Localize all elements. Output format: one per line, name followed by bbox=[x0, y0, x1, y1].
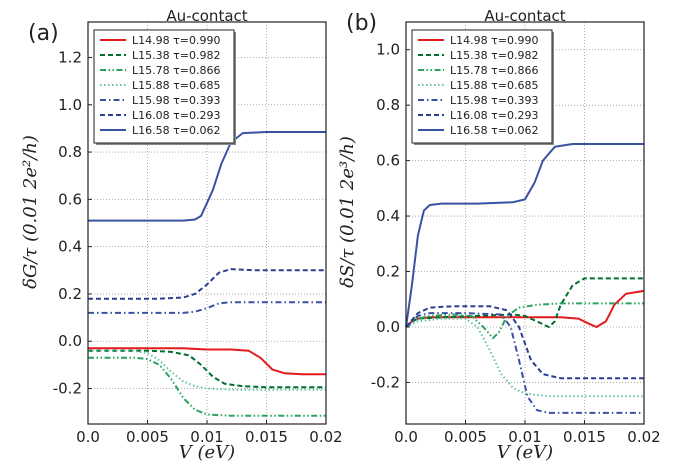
legend-entry-5: L16.08 τ=0.293 bbox=[450, 109, 538, 122]
x-tick-label: 0.005 bbox=[126, 428, 169, 446]
panel-a-series bbox=[88, 131, 326, 417]
panel-a-label: (a) bbox=[28, 21, 59, 46]
panel-a-title: Au-contact bbox=[166, 7, 247, 25]
legend-entry-4: L15.98 τ=0.393 bbox=[132, 94, 220, 107]
legend-box bbox=[411, 29, 553, 144]
panel-b-legend: L14.98 τ=0.990 L15.38 τ=0.982 L15.78 τ=0.8… bbox=[411, 29, 554, 145]
panel-b-label: (b) bbox=[346, 11, 377, 36]
panel-a-ylabel: δG/τ (0.01 2e²/h) bbox=[20, 135, 41, 289]
panel-b-ticks: 0.0 0.005 0.01 0.015 0.02 -0.2 0.0 0.2 0.4 0.6 0.8… bbox=[371, 41, 661, 446]
y-tick-label: 0.0 bbox=[58, 332, 82, 350]
series-line-6 bbox=[405, 143, 644, 328]
series-line-4 bbox=[405, 312, 644, 414]
legend-entry-6: L16.58 τ=0.062 bbox=[132, 124, 220, 137]
series-line-6 bbox=[88, 131, 326, 222]
y-tick-label: 0.6 bbox=[58, 190, 82, 208]
legend-entry-3: L15.88 τ=0.685 bbox=[132, 79, 220, 92]
x-tick-label: 0.01 bbox=[190, 428, 223, 446]
legend-box bbox=[93, 29, 235, 144]
x-tick-label: 0.02 bbox=[627, 428, 660, 446]
y-tick-label: 0.2 bbox=[376, 263, 400, 281]
legend-entry-0: L14.98 τ=0.990 bbox=[450, 34, 538, 47]
y-tick-label: 0.8 bbox=[58, 143, 82, 161]
y-tick-label: 0.2 bbox=[58, 285, 82, 303]
y-tick-label: 0.8 bbox=[376, 96, 400, 114]
series-line-2 bbox=[88, 356, 326, 417]
legend-entry-2: L15.78 τ=0.866 bbox=[450, 64, 538, 77]
x-tick-label: 0.015 bbox=[245, 428, 288, 446]
series-line-3 bbox=[405, 317, 644, 398]
panel-b-ylabel: δS/τ (0.01 2e³/h) bbox=[337, 136, 358, 288]
series-line-3 bbox=[88, 349, 326, 391]
legend-entry-1: L15.38 τ=0.982 bbox=[450, 49, 538, 62]
series-line-0 bbox=[405, 289, 645, 328]
y-tick-label: 0.4 bbox=[376, 207, 400, 225]
x-tick-label: 0.015 bbox=[563, 428, 606, 446]
legend-entry-1: L15.38 τ=0.982 bbox=[132, 49, 220, 62]
panel-a-ticks: 0.0 0.005 0.01 0.015 0.02 -0.2 0.0 0.2 0.4 0.6 0.8… bbox=[53, 48, 343, 446]
y-tick-label: 1.0 bbox=[376, 41, 400, 59]
y-tick-label: 0.0 bbox=[376, 318, 400, 336]
panel-b-xlabel: V (eV) bbox=[497, 442, 553, 463]
y-tick-label: 0.4 bbox=[58, 238, 82, 256]
panel-b-title: Au-contact bbox=[484, 7, 565, 25]
legend-entry-5: L16.08 τ=0.293 bbox=[132, 109, 220, 122]
legend-entry-4: L15.98 τ=0.393 bbox=[450, 94, 538, 107]
series-line-0 bbox=[88, 347, 326, 376]
panel-a-legend: L14.98 τ=0.990 L15.38 τ=0.982 L15.78 τ=0.8… bbox=[93, 29, 236, 145]
panel-a: (a) Au-contact 0.0 0.005 0.01 0.015 0.02 -0.2… bbox=[20, 7, 343, 463]
legend-entry-0: L14.98 τ=0.990 bbox=[132, 34, 220, 47]
x-tick-label: 0.01 bbox=[508, 428, 541, 446]
x-tick-label: 0.0 bbox=[76, 428, 100, 446]
series-line-1 bbox=[88, 349, 326, 389]
x-tick-label: 0.005 bbox=[444, 428, 487, 446]
x-tick-label: 0.02 bbox=[309, 428, 342, 446]
legend-entry-6: L16.58 τ=0.062 bbox=[450, 124, 538, 137]
panel-a-xlabel: V (eV) bbox=[179, 442, 235, 463]
series-line-2 bbox=[405, 302, 644, 340]
legend-entry-3: L15.88 τ=0.685 bbox=[450, 79, 538, 92]
y-tick-label: -0.2 bbox=[53, 380, 82, 398]
y-tick-label: 1.2 bbox=[58, 48, 82, 66]
panel-b-series bbox=[405, 143, 645, 414]
series-line-5 bbox=[88, 268, 326, 300]
x-tick-label: 0.0 bbox=[394, 428, 418, 446]
y-tick-label: 0.6 bbox=[376, 152, 400, 170]
panel-b: (b) Au-contact 0.0 0.005 0.01 0.015 0.02 -0.2… bbox=[337, 7, 661, 463]
y-tick-label: 1.0 bbox=[58, 96, 82, 114]
legend-entry-2: L15.78 τ=0.866 bbox=[132, 64, 220, 77]
y-tick-label: -0.2 bbox=[371, 373, 400, 391]
